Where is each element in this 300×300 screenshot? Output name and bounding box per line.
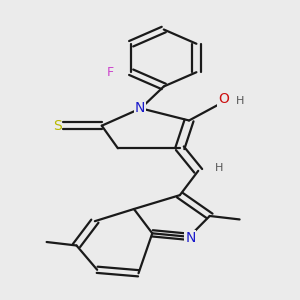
Text: F: F	[107, 66, 114, 79]
Text: N: N	[185, 231, 196, 245]
Text: S: S	[53, 119, 62, 133]
Text: N: N	[135, 100, 145, 115]
Text: O: O	[218, 92, 229, 106]
Text: H: H	[215, 163, 223, 173]
Text: H: H	[236, 96, 244, 106]
